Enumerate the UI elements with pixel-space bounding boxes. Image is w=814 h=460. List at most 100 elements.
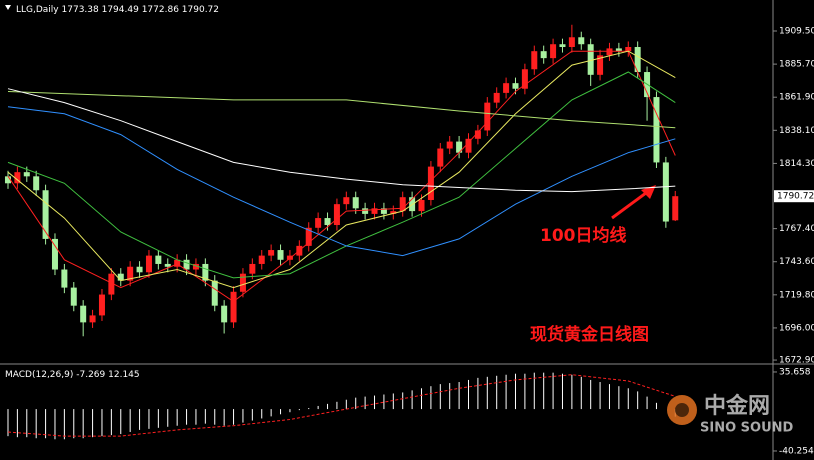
- candle-body: [164, 263, 171, 267]
- y-tick-label: 1861.90: [779, 93, 814, 103]
- line: [7, 50, 676, 303]
- histogram-bar: [270, 409, 272, 417]
- candle-body: [230, 291, 237, 323]
- histogram-bar: [214, 409, 216, 425]
- candle-body: [70, 287, 77, 306]
- low-value: 1772.86: [142, 5, 179, 15]
- candle-body: [456, 141, 463, 153]
- histogram-bar: [646, 396, 648, 410]
- watermark-logo-inner: [675, 403, 689, 417]
- candle-body: [503, 83, 510, 93]
- line: [7, 91, 676, 129]
- histogram-bar: [101, 409, 103, 437]
- histogram-bar: [402, 392, 404, 410]
- histogram-bar: [120, 409, 122, 435]
- histogram-bar: [139, 409, 141, 430]
- candle-body: [4, 176, 11, 184]
- candle-body: [362, 208, 369, 214]
- histogram-bar: [449, 383, 451, 410]
- candle-body: [653, 97, 660, 163]
- candle-body: [390, 211, 397, 214]
- y-tick-label: -40.254: [779, 446, 814, 456]
- histogram-bar: [110, 409, 112, 436]
- histogram-bar: [552, 372, 554, 410]
- y-tick-label: 35.658: [779, 367, 811, 377]
- histogram-bar: [486, 376, 488, 410]
- histogram-bar: [580, 376, 582, 410]
- histogram-bar: [167, 409, 169, 427]
- histogram-bar: [73, 409, 75, 439]
- histogram-bar: [35, 409, 37, 439]
- histogram-bar: [364, 396, 366, 410]
- candle-body: [427, 166, 434, 200]
- histogram-bar: [261, 409, 263, 419]
- candle-body: [531, 51, 538, 70]
- candle-body: [559, 44, 566, 48]
- candle-body: [258, 255, 265, 264]
- histogram-bar: [374, 395, 376, 410]
- candle-body: [89, 315, 96, 323]
- histogram-bar: [533, 372, 535, 410]
- annotation: 现货黄金日线图: [530, 324, 649, 345]
- histogram-bar: [280, 409, 282, 415]
- histogram-bar: [421, 388, 423, 410]
- candle-body: [324, 218, 331, 226]
- candle-body: [446, 141, 453, 149]
- histogram-bar: [336, 401, 338, 410]
- candle-body: [42, 190, 49, 239]
- candle-body: [634, 47, 641, 73]
- histogram-bar: [599, 382, 601, 410]
- histogram-bar: [82, 409, 84, 439]
- histogram-bar: [289, 409, 291, 413]
- histogram-bar: [561, 373, 563, 410]
- candle-body: [597, 55, 604, 75]
- annotation-arrowhead: [641, 185, 656, 199]
- histogram-bar: [204, 409, 206, 424]
- histogram-bar: [627, 388, 629, 410]
- y-tick-label: 1767.40: [779, 224, 814, 234]
- candle-body: [286, 255, 293, 260]
- watermark-subtitle: SINO SOUND: [700, 421, 794, 436]
- candle-body: [540, 51, 547, 59]
- line: [7, 50, 676, 289]
- candle-body: [33, 176, 40, 191]
- candle-body: [380, 208, 387, 214]
- candle-body: [568, 37, 575, 48]
- candle-body: [192, 263, 199, 270]
- histogram-bar: [148, 409, 150, 429]
- watermark-title: 中金网: [704, 393, 770, 419]
- line: [7, 88, 676, 193]
- candle-body: [117, 273, 124, 281]
- histogram-bar: [16, 409, 18, 438]
- histogram-bar: [618, 386, 620, 410]
- histogram-bar: [608, 384, 610, 410]
- histogram-bar: [63, 409, 65, 440]
- histogram-bar: [543, 372, 545, 410]
- histogram-bar: [233, 409, 235, 425]
- annotation-arrow: [611, 188, 651, 220]
- histogram-bar: [458, 382, 460, 410]
- histogram-bar: [308, 408, 310, 410]
- candle-body: [23, 172, 30, 177]
- macd-header: MACD(12,26,9) -7.269 12.145: [5, 370, 140, 380]
- candle-body: [662, 162, 669, 222]
- candle-body: [474, 130, 481, 139]
- histogram-bar: [514, 373, 516, 410]
- histogram-bar: [176, 409, 178, 426]
- candle-body: [127, 266, 134, 281]
- candle-body: [587, 44, 594, 75]
- histogram-bar: [251, 409, 253, 421]
- chart-header: LLG,Daily 1773.38 1794.49 1772.86 1790.7…: [16, 5, 219, 15]
- histogram-bar: [496, 375, 498, 410]
- annotation: 100日均线: [540, 225, 627, 246]
- line: [7, 374, 676, 437]
- candle-body: [277, 250, 284, 260]
- candle-body: [578, 37, 585, 45]
- y-tick-label: 1672.90: [779, 356, 814, 366]
- y-tick-label: 1743.60: [779, 257, 814, 267]
- histogram-bar: [298, 409, 300, 411]
- y-tick-label: 1885.70: [779, 60, 814, 70]
- price-box: [774, 190, 814, 203]
- y-tick-label: 1814.30: [779, 159, 814, 169]
